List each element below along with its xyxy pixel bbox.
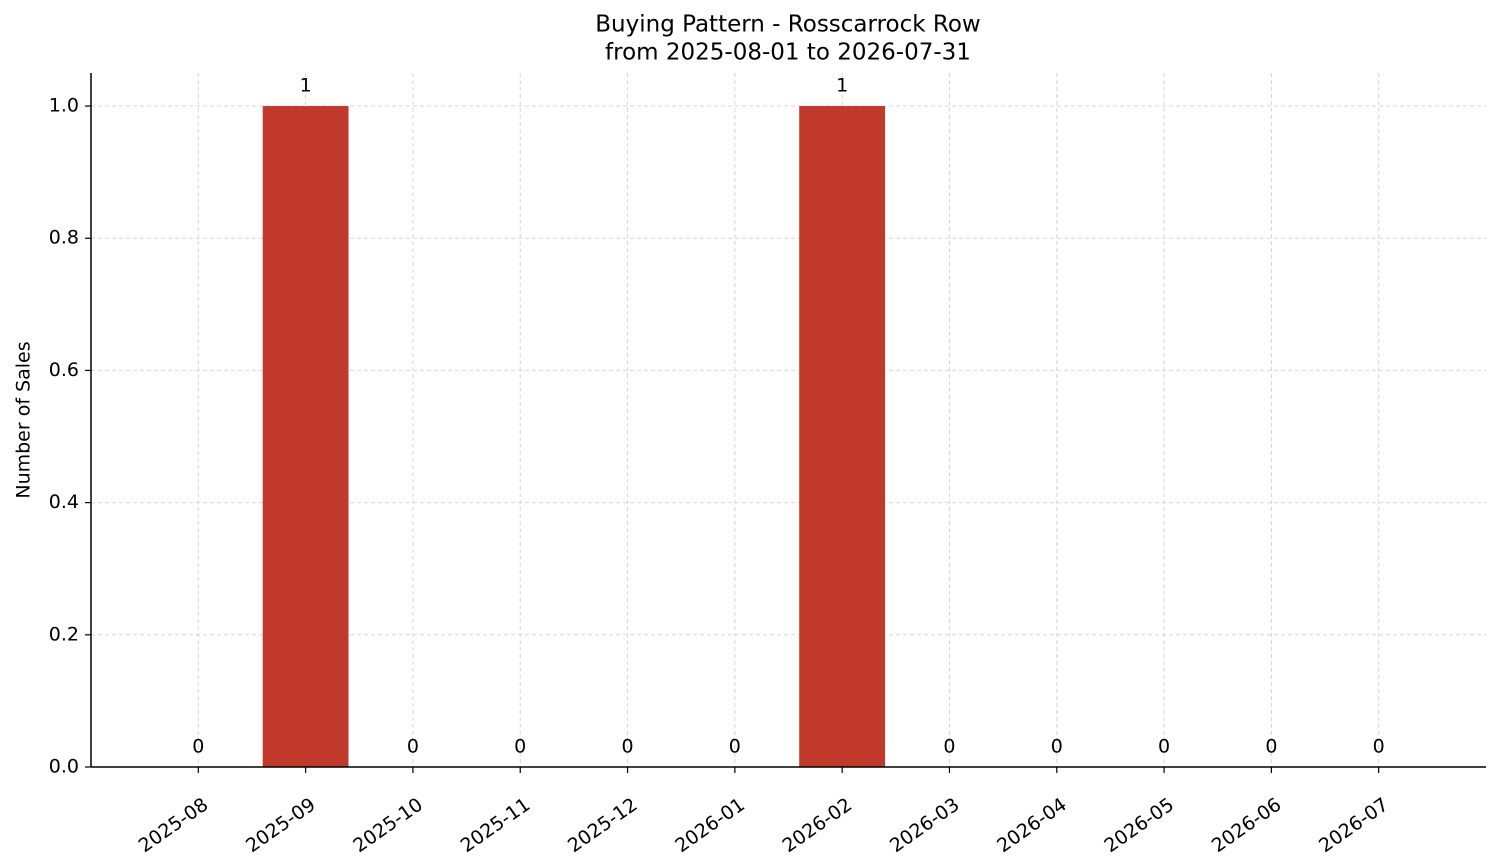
value-label: 0 (943, 736, 955, 758)
y-tick-label: 0.8 (49, 227, 79, 249)
x-tick-label: 2026-04 (993, 794, 1071, 858)
y-tick-label: 1.0 (49, 95, 79, 117)
x-tick-label: 2026-05 (1100, 794, 1178, 858)
y-tick-label: 0.2 (49, 623, 79, 645)
value-label: 0 (192, 736, 204, 758)
x-tick-label: 2025-08 (135, 794, 213, 858)
x-tick-label: 2025-12 (564, 794, 642, 858)
x-tick-label: 2026-06 (1208, 794, 1286, 858)
x-tick-label: 2026-03 (886, 794, 964, 858)
value-label: 0 (621, 736, 633, 758)
value-label: 0 (407, 736, 419, 758)
value-label: 0 (1265, 736, 1277, 758)
bar (799, 106, 886, 768)
value-label: 0 (1373, 736, 1385, 758)
x-tick-label: 2026-01 (671, 794, 749, 858)
bar (262, 106, 349, 768)
value-label: 1 (836, 75, 848, 97)
y-tick-label: 0.6 (49, 359, 79, 381)
y-axis-label: Number of Sales (13, 341, 35, 498)
value-label: 0 (1051, 736, 1063, 758)
x-tick-label: 2025-10 (349, 794, 427, 858)
value-label: 1 (300, 75, 312, 97)
value-label: 0 (729, 736, 741, 758)
value-label: 0 (1158, 736, 1170, 758)
y-tick-label: 0.4 (49, 491, 79, 513)
x-tick-label: 2025-09 (242, 794, 320, 858)
x-tick-label: 2026-07 (1315, 794, 1393, 858)
chart-title: Buying Pattern - Rosscarrock Row (595, 12, 980, 38)
y-tick-label: 0.0 (49, 756, 79, 778)
x-tick-label: 2025-11 (457, 794, 535, 858)
x-tick-label: 2026-02 (779, 794, 857, 858)
chart-subtitle: from 2025-08-01 to 2026-07-31 (605, 40, 971, 66)
value-label: 0 (514, 736, 526, 758)
